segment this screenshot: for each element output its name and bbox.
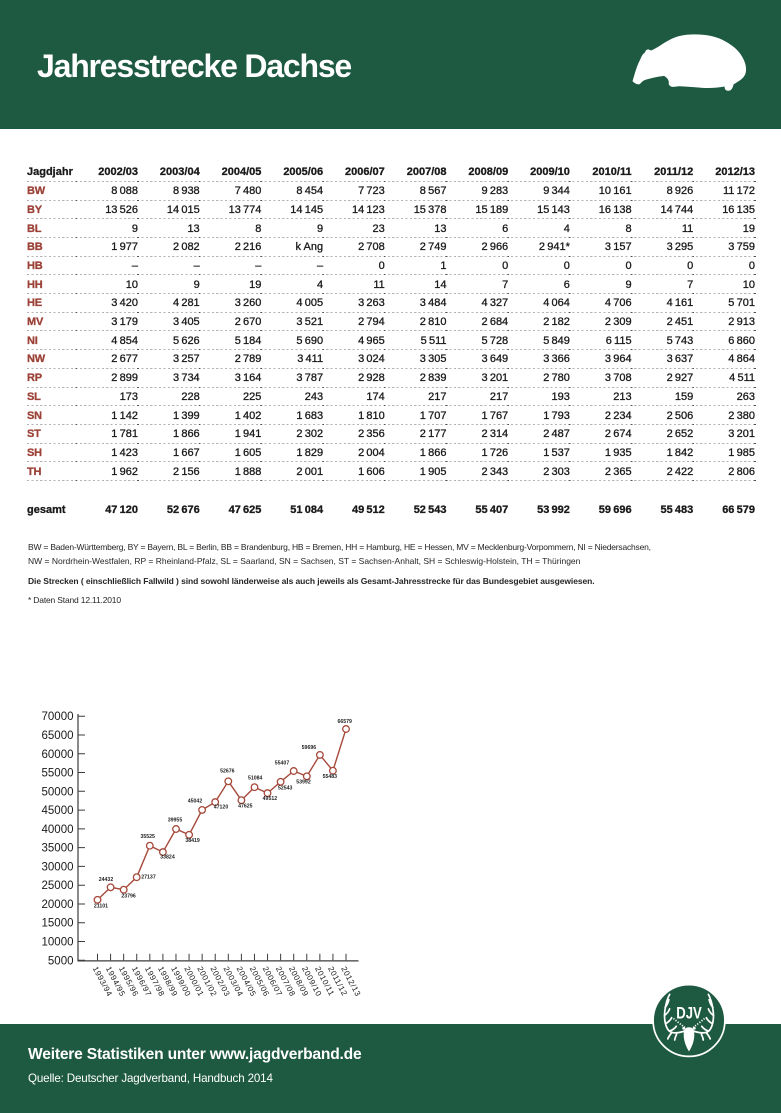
svg-text:39955: 39955 <box>168 818 183 824</box>
svg-text:45042: 45042 <box>188 799 203 805</box>
svg-text:10000: 10000 <box>42 937 74 949</box>
svg-text:52676: 52676 <box>220 769 235 775</box>
svg-text:70000: 70000 <box>42 711 74 723</box>
svg-text:38419: 38419 <box>185 838 200 844</box>
svg-text:60000: 60000 <box>42 749 74 761</box>
svg-text:35000: 35000 <box>42 843 74 855</box>
svg-text:24432: 24432 <box>99 877 114 883</box>
svg-text:25000: 25000 <box>42 880 74 892</box>
svg-text:55000: 55000 <box>42 768 74 780</box>
svg-text:DJV: DJV <box>676 1004 702 1022</box>
svg-text:45000: 45000 <box>42 805 74 817</box>
svg-text:49512: 49512 <box>263 796 278 802</box>
svg-text:53992: 53992 <box>296 780 311 786</box>
svg-text:55483: 55483 <box>323 774 338 780</box>
svg-text:23796: 23796 <box>121 893 136 899</box>
svg-text:40000: 40000 <box>42 824 74 836</box>
svg-text:47120: 47120 <box>214 805 229 811</box>
svg-text:27137: 27137 <box>141 875 156 881</box>
svg-text:47625: 47625 <box>238 803 253 809</box>
svg-text:55407: 55407 <box>275 760 290 766</box>
svg-text:51084: 51084 <box>248 775 263 781</box>
svg-text:21101: 21101 <box>94 904 108 910</box>
svg-text:50000: 50000 <box>42 786 74 798</box>
svg-text:33824: 33824 <box>160 855 175 861</box>
svg-text:66579: 66579 <box>337 719 352 725</box>
svg-text:59696: 59696 <box>302 745 317 751</box>
svg-text:65000: 65000 <box>42 730 74 742</box>
svg-text:35525: 35525 <box>140 834 155 840</box>
svg-text:5000: 5000 <box>48 955 74 967</box>
svg-text:20000: 20000 <box>42 899 74 911</box>
svg-text:30000: 30000 <box>42 861 74 873</box>
svg-text:52543: 52543 <box>278 785 293 791</box>
svg-text:15000: 15000 <box>42 918 74 930</box>
